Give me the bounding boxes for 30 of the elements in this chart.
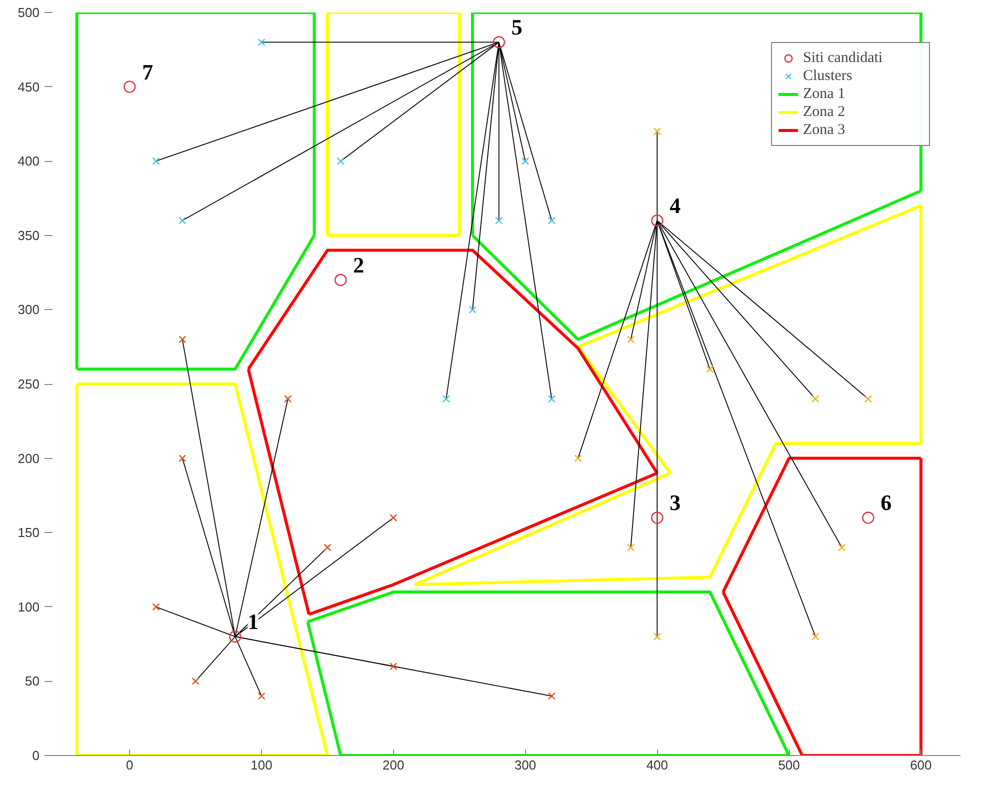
y-tick-label: 300	[18, 302, 40, 318]
y-tick-label: 400	[18, 154, 40, 169]
y-tick-label: 500	[18, 5, 40, 20]
annotation: 1	[248, 609, 259, 634]
y-tick-label: 0	[32, 748, 40, 763]
annotation: 4	[670, 193, 681, 218]
y-tick-label: 50	[25, 674, 40, 689]
x-tick-label: 600	[910, 758, 932, 772]
x-tick-label: 500	[778, 758, 800, 772]
x-tick-label: 100	[250, 758, 272, 772]
y-tick-label: 200	[18, 450, 40, 466]
legend-label: Zona 1	[803, 85, 846, 103]
y-tick-label: 350	[18, 228, 40, 243]
legend-label: Zona 2	[803, 103, 846, 121]
annotation: 2	[353, 252, 364, 278]
x-tick-label: 400	[646, 758, 668, 772]
x-tick-label: 200	[382, 758, 404, 772]
y-tick-label: 150	[18, 525, 40, 540]
x-tick-label: 0	[126, 758, 134, 772]
annotation: 5	[511, 14, 522, 40]
x-tick-label: 300	[514, 758, 536, 772]
y-tick-label: 250	[18, 376, 40, 392]
annotation: 3	[670, 490, 681, 516]
y-tick-label: 450	[18, 79, 40, 94]
legend-label: Clusters	[803, 67, 854, 85]
annotation: 6	[880, 490, 892, 516]
annotation: 7	[142, 59, 154, 84]
legend-label: Siti candidati	[803, 49, 884, 67]
legend-label: Zona 3	[803, 121, 846, 139]
y-tick-label: 100	[18, 599, 40, 614]
